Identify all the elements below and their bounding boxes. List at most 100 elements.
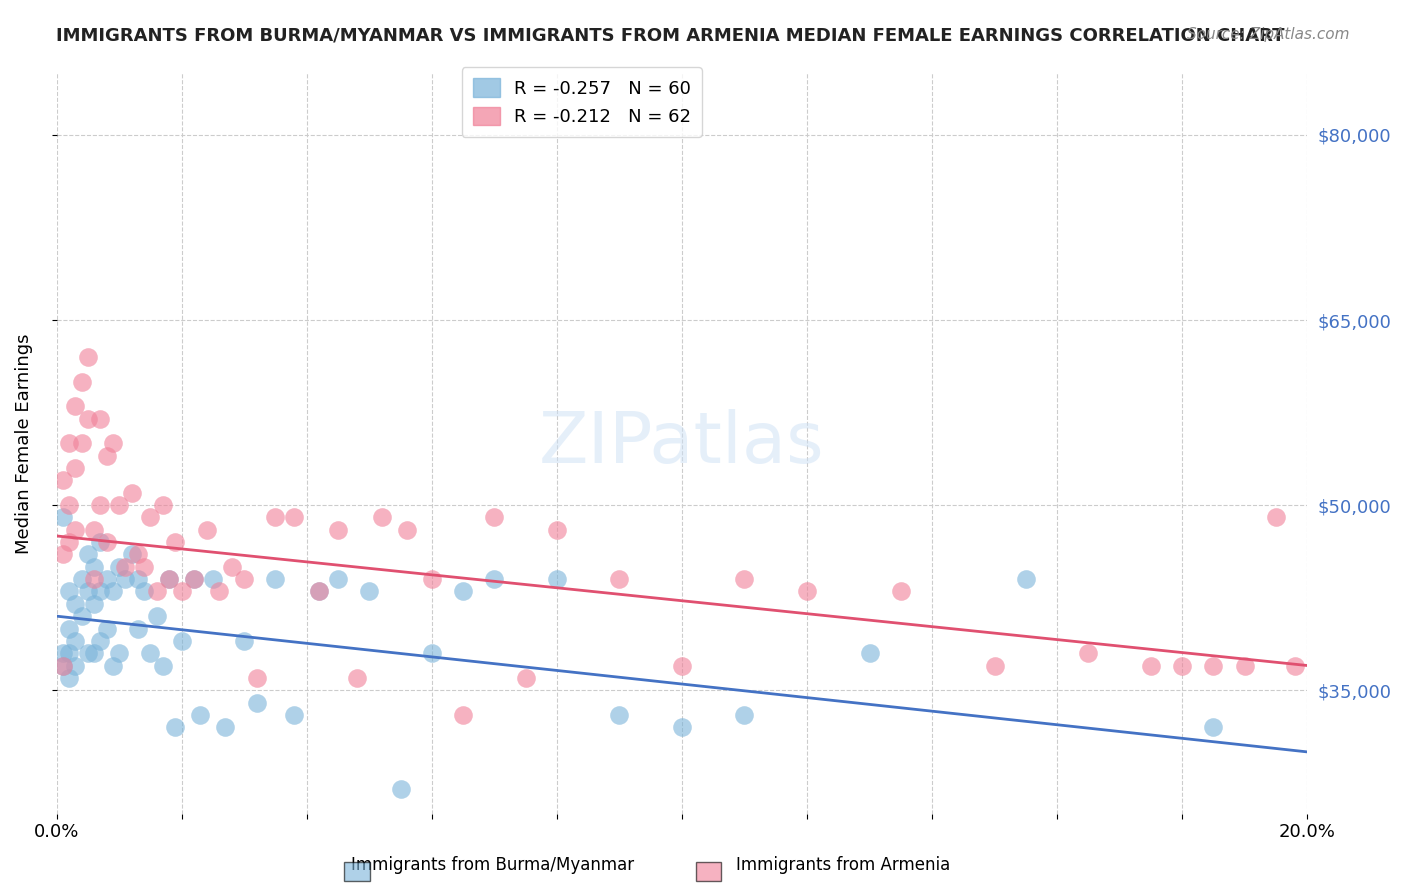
Point: [208, 584, 231, 599]
Point: [52, 646, 75, 660]
Point: [183, 572, 205, 586]
Point: [515, 671, 537, 685]
Point: [201, 572, 224, 586]
Point: [283, 510, 305, 524]
Point: [420, 646, 443, 660]
Point: [233, 572, 256, 586]
Point: [484, 572, 506, 586]
Point: [65, 633, 87, 648]
Point: [1077, 646, 1099, 660]
Point: [170, 584, 193, 599]
Text: Immigrants from Armenia: Immigrants from Armenia: [737, 856, 950, 874]
Point: [52, 510, 75, 524]
Point: [157, 572, 180, 586]
Point: [89, 535, 111, 549]
Point: [890, 584, 912, 599]
Point: [451, 584, 474, 599]
Point: [83, 559, 105, 574]
Point: [65, 400, 87, 414]
Point: [58, 622, 80, 636]
Point: [52, 658, 75, 673]
Point: [264, 572, 287, 586]
Point: [108, 498, 131, 512]
Point: [70, 572, 93, 586]
Point: [214, 720, 236, 734]
Text: Immigrants from Burma/Myanmar: Immigrants from Burma/Myanmar: [350, 856, 634, 874]
Y-axis label: Median Female Earnings: Median Female Earnings: [15, 334, 32, 554]
Point: [127, 572, 149, 586]
Point: [308, 584, 330, 599]
Point: [145, 609, 167, 624]
Point: [58, 646, 80, 660]
Point: [65, 461, 87, 475]
Point: [83, 646, 105, 660]
Point: [89, 633, 111, 648]
Point: [1202, 658, 1225, 673]
Point: [308, 584, 330, 599]
Point: [451, 707, 474, 722]
Point: [157, 572, 180, 586]
Point: [671, 720, 693, 734]
Point: [114, 572, 136, 586]
Text: Source: ZipAtlas.com: Source: ZipAtlas.com: [1187, 27, 1350, 42]
Point: [1171, 658, 1194, 673]
Point: [89, 411, 111, 425]
Point: [77, 584, 100, 599]
Point: [1015, 572, 1038, 586]
Point: [58, 535, 80, 549]
Point: [546, 572, 568, 586]
Point: [326, 572, 349, 586]
Point: [134, 584, 156, 599]
Point: [96, 449, 118, 463]
Legend: R = -0.257   N = 60, R = -0.212   N = 62: R = -0.257 N = 60, R = -0.212 N = 62: [461, 68, 702, 136]
Point: [195, 523, 218, 537]
Point: [221, 559, 243, 574]
Point: [96, 572, 118, 586]
Point: [152, 658, 174, 673]
Point: [52, 474, 75, 488]
Point: [395, 523, 418, 537]
Point: [101, 658, 124, 673]
Point: [233, 633, 256, 648]
Point: [58, 498, 80, 512]
Point: [671, 658, 693, 673]
Point: [58, 436, 80, 450]
Point: [77, 411, 100, 425]
Point: [796, 584, 818, 599]
Point: [65, 597, 87, 611]
Point: [1284, 658, 1306, 673]
Point: [1265, 510, 1288, 524]
Point: [77, 646, 100, 660]
Point: [52, 548, 75, 562]
Point: [246, 696, 269, 710]
Point: [546, 523, 568, 537]
Point: [96, 535, 118, 549]
Point: [389, 781, 412, 796]
Point: [165, 535, 187, 549]
Point: [108, 559, 131, 574]
Point: [108, 646, 131, 660]
Point: [152, 498, 174, 512]
Point: [65, 523, 87, 537]
Text: ZIPatlas: ZIPatlas: [538, 409, 825, 478]
Point: [139, 646, 162, 660]
Point: [858, 646, 880, 660]
Point: [145, 584, 167, 599]
Point: [1233, 658, 1256, 673]
Point: [70, 436, 93, 450]
Point: [734, 572, 756, 586]
Point: [609, 572, 631, 586]
Point: [127, 622, 149, 636]
Point: [83, 523, 105, 537]
Point: [58, 671, 80, 685]
Point: [139, 510, 162, 524]
Point: [420, 572, 443, 586]
Point: [89, 498, 111, 512]
Point: [484, 510, 506, 524]
Point: [1202, 720, 1225, 734]
Point: [127, 548, 149, 562]
Point: [114, 559, 136, 574]
Point: [101, 584, 124, 599]
Point: [121, 548, 143, 562]
Point: [121, 485, 143, 500]
